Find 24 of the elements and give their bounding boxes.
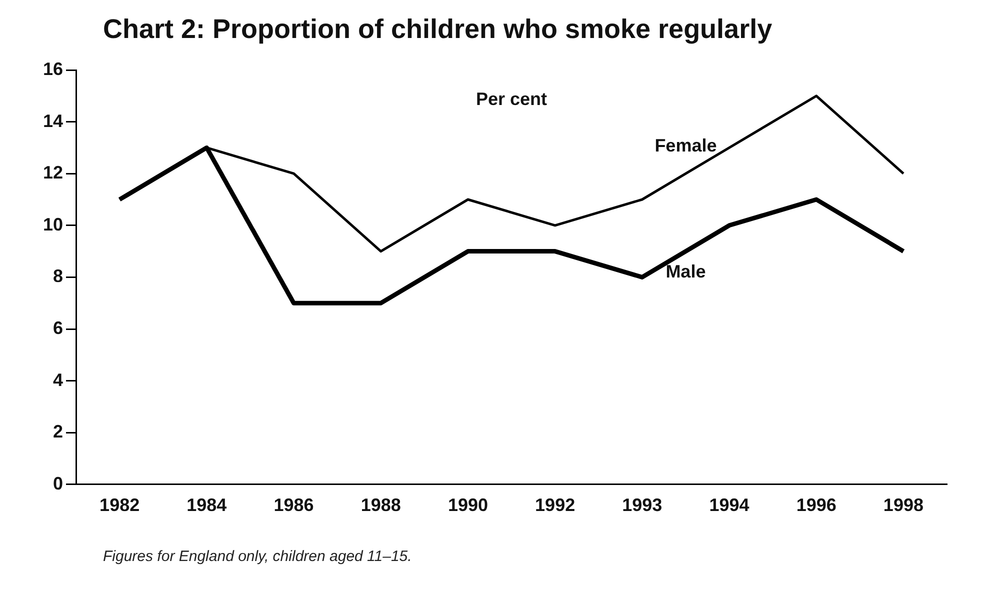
chart-title: Chart 2: Proportion of children who smoke regularly bbox=[103, 14, 772, 45]
y-tick-label: 14 bbox=[42, 110, 64, 131]
y-tick-label: 6 bbox=[53, 318, 64, 338]
x-tick-label: 1986 bbox=[274, 495, 314, 516]
x-tick-label: 1998 bbox=[883, 495, 924, 516]
x-tick-label: 1984 bbox=[186, 495, 227, 516]
y-tick-label: 12 bbox=[42, 162, 64, 183]
y-axis-title: Per cent bbox=[476, 89, 548, 109]
y-tick-label: 2 bbox=[53, 422, 64, 442]
y-tick-label: 16 bbox=[42, 58, 64, 79]
x-tick-label: 1988 bbox=[360, 495, 401, 516]
x-tick-label: 1993 bbox=[622, 495, 662, 516]
x-tick-label: 1992 bbox=[535, 495, 576, 516]
y-tick-label: 4 bbox=[53, 370, 64, 390]
y-tick-label: 0 bbox=[53, 473, 64, 494]
x-tick-label: 1994 bbox=[709, 495, 750, 516]
text: Figures for England only, children aged 11–15. bbox=[103, 548, 412, 565]
series-label: Female bbox=[654, 136, 717, 156]
y-tick-label: 8 bbox=[53, 266, 64, 286]
x-tick-label: 1982 bbox=[100, 495, 140, 516]
y-tick-label: 10 bbox=[42, 214, 64, 234]
series-label: Male bbox=[666, 261, 706, 282]
x-tick-label: 1990 bbox=[448, 495, 488, 516]
x-tick-label: 1996 bbox=[796, 495, 836, 516]
